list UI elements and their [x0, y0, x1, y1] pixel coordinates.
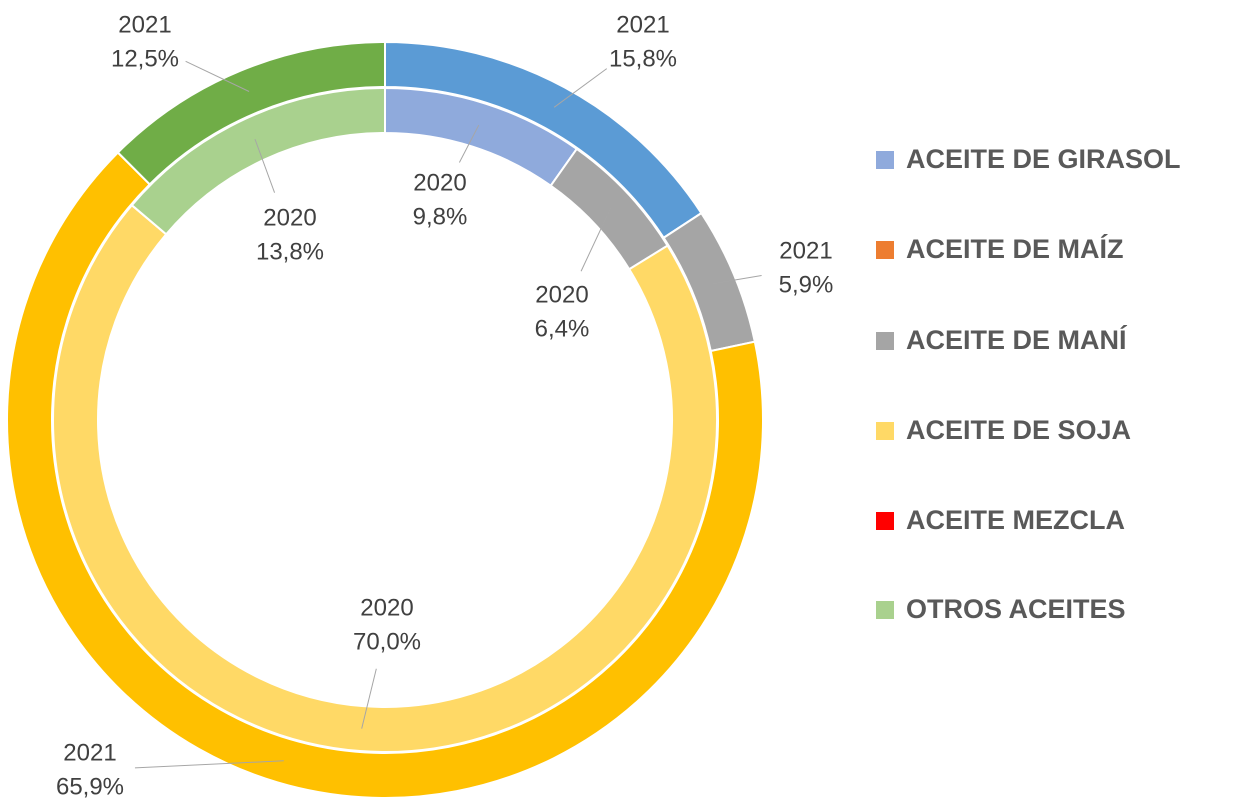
legend-label: ACEITE DE MAÍZ [906, 233, 1124, 264]
data-label-series: 2020 [360, 594, 413, 621]
data-label-value: 6,4% [535, 315, 590, 342]
legend-swatch [876, 512, 894, 530]
legend-label: OTROS ACEITES [906, 594, 1126, 624]
leader-line [361, 668, 377, 729]
donut-slice [116, 40, 386, 186]
data-label-series: 2021 [779, 237, 832, 264]
data-label-series: 2021 [616, 11, 669, 38]
donut-slice [6, 151, 764, 799]
leader-line [134, 760, 284, 769]
legend-swatch [876, 241, 894, 259]
leader-line [185, 60, 250, 92]
legend-swatch [876, 151, 894, 169]
data-label-value: 65,9% [56, 773, 124, 800]
data-label-value: 9,8% [413, 203, 468, 230]
legend-swatch [876, 332, 894, 350]
legend-swatch [876, 601, 894, 619]
leader-line [458, 124, 480, 163]
data-label-series: 2021 [118, 11, 171, 38]
donut-slice [52, 203, 718, 753]
legend-swatch [876, 422, 894, 440]
data-label-series: 2020 [413, 169, 466, 196]
legend-label: ACEITE MEZCLA [906, 505, 1125, 535]
data-label-series: 2020 [263, 204, 316, 231]
data-label-value: 12,5% [111, 45, 179, 72]
data-label-value: 70,0% [353, 628, 421, 655]
leader-line [254, 138, 276, 193]
donut-slice [130, 86, 386, 236]
leader-line [713, 274, 762, 285]
legend-label: ACEITE DE SOJA [906, 415, 1131, 445]
data-label-series: 2020 [535, 281, 588, 308]
legend-label: ACEITE DE MANÍ [906, 324, 1128, 355]
leader-line [580, 207, 612, 272]
data-label-series: 2021 [63, 739, 116, 766]
leader-line [553, 68, 608, 108]
data-label-value: 15,8% [609, 45, 677, 72]
legend-label: ACEITE DE GIRASOL [906, 144, 1181, 174]
data-label-value: 13,8% [256, 238, 324, 265]
data-label-value: 5,9% [779, 271, 834, 298]
